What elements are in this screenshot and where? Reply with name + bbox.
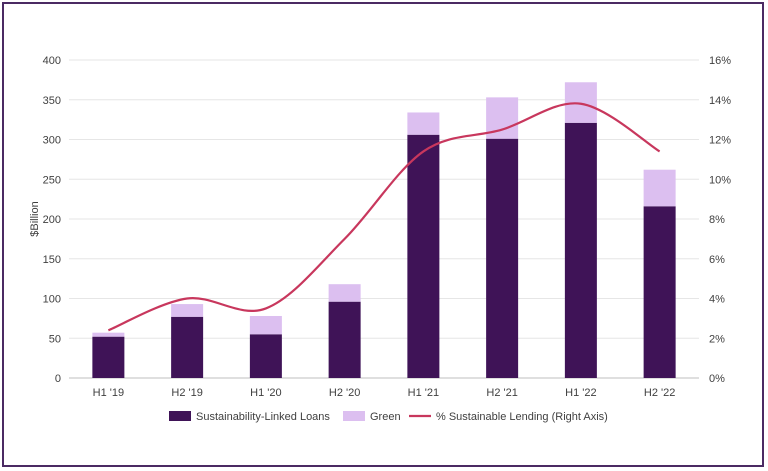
y-tick-label: 300 — [43, 135, 61, 147]
grid-lines — [69, 59, 699, 379]
bar-sustainability-linked — [564, 122, 597, 379]
bar-sustainability-linked — [171, 316, 204, 378]
bar-green — [249, 315, 282, 335]
y-tick-label: 150 — [43, 254, 61, 266]
bar-sustainability-linked — [407, 134, 440, 378]
bar-sustainability-linked — [486, 138, 519, 378]
y-tick-label: 0 — [55, 373, 61, 385]
x-tick-label: H1 '22 — [565, 387, 596, 399]
chart-frame: 0 50 100 150 200 250 300 350 400 0% 2% 4% 6% 8% 10% 12… — [2, 2, 764, 467]
x-tick-label: H2 '22 — [644, 387, 675, 399]
y2-tick-label: 6% — [709, 254, 725, 266]
bar-green — [643, 169, 676, 207]
y-tick-label: 50 — [49, 333, 61, 345]
y2-tick-label: 10% — [709, 174, 731, 186]
x-tick-label: H2 '21 — [486, 387, 517, 399]
y2-tick-label: 2% — [709, 333, 725, 345]
x-tick-label: H1 '19 — [93, 387, 124, 399]
bar-green — [92, 332, 125, 337]
legend-swatch — [343, 411, 365, 421]
chart: 0 50 100 150 200 250 300 350 400 0% 2% 4% 6% 8% 10% 12… — [29, 55, 731, 423]
y-tick-label: 100 — [43, 294, 61, 306]
bar-sustainability-linked — [328, 301, 361, 378]
y-tick-label: 200 — [43, 214, 61, 226]
bar-sustainability-linked — [92, 336, 125, 378]
bar-green — [171, 304, 204, 317]
y-axis-right: 0% 2% 4% 6% 8% 10% 12% 14% 16% — [709, 55, 731, 385]
y-tick-label: 400 — [43, 55, 61, 67]
y-axis-title: $Billion — [29, 201, 41, 236]
y2-tick-label: 0% — [709, 373, 725, 385]
bar-sustainability-linked — [249, 334, 282, 378]
legend-label-green: Green — [370, 411, 401, 423]
legend-label-sustainability-linked: Sustainability-Linked Loans — [196, 411, 330, 423]
legend-swatch — [169, 411, 191, 421]
line-sustainable-lending — [107, 102, 661, 332]
y2-tick-label: 12% — [709, 135, 731, 147]
bars — [92, 82, 676, 379]
x-tick-label: H1 '20 — [250, 387, 281, 399]
x-tick-label: H1 '21 — [408, 387, 439, 399]
x-tick-label: H2 '19 — [171, 387, 202, 399]
x-axis: H1 '19 H2 '19 H1 '20 H2 '20 H1 '21 H2 '21 H1 '… — [93, 387, 676, 399]
y-tick-label: 350 — [43, 95, 61, 107]
y2-tick-label: 16% — [709, 55, 731, 67]
y2-tick-label: 4% — [709, 294, 725, 306]
bar-green — [328, 284, 361, 302]
y2-tick-label: 14% — [709, 95, 731, 107]
y-axis-left: 0 50 100 150 200 250 300 350 400 — [43, 55, 61, 385]
y2-tick-label: 8% — [709, 214, 725, 226]
x-tick-label: H2 '20 — [329, 387, 360, 399]
bar-green — [407, 112, 440, 135]
bar-sustainability-linked — [643, 206, 676, 378]
y-tick-label: 250 — [43, 174, 61, 186]
line-series — [107, 102, 661, 332]
legend-label-sustainable-lending: % Sustainable Lending (Right Axis) — [436, 411, 608, 423]
legend: Sustainability-Linked Loans Green % Sustai… — [169, 411, 608, 423]
